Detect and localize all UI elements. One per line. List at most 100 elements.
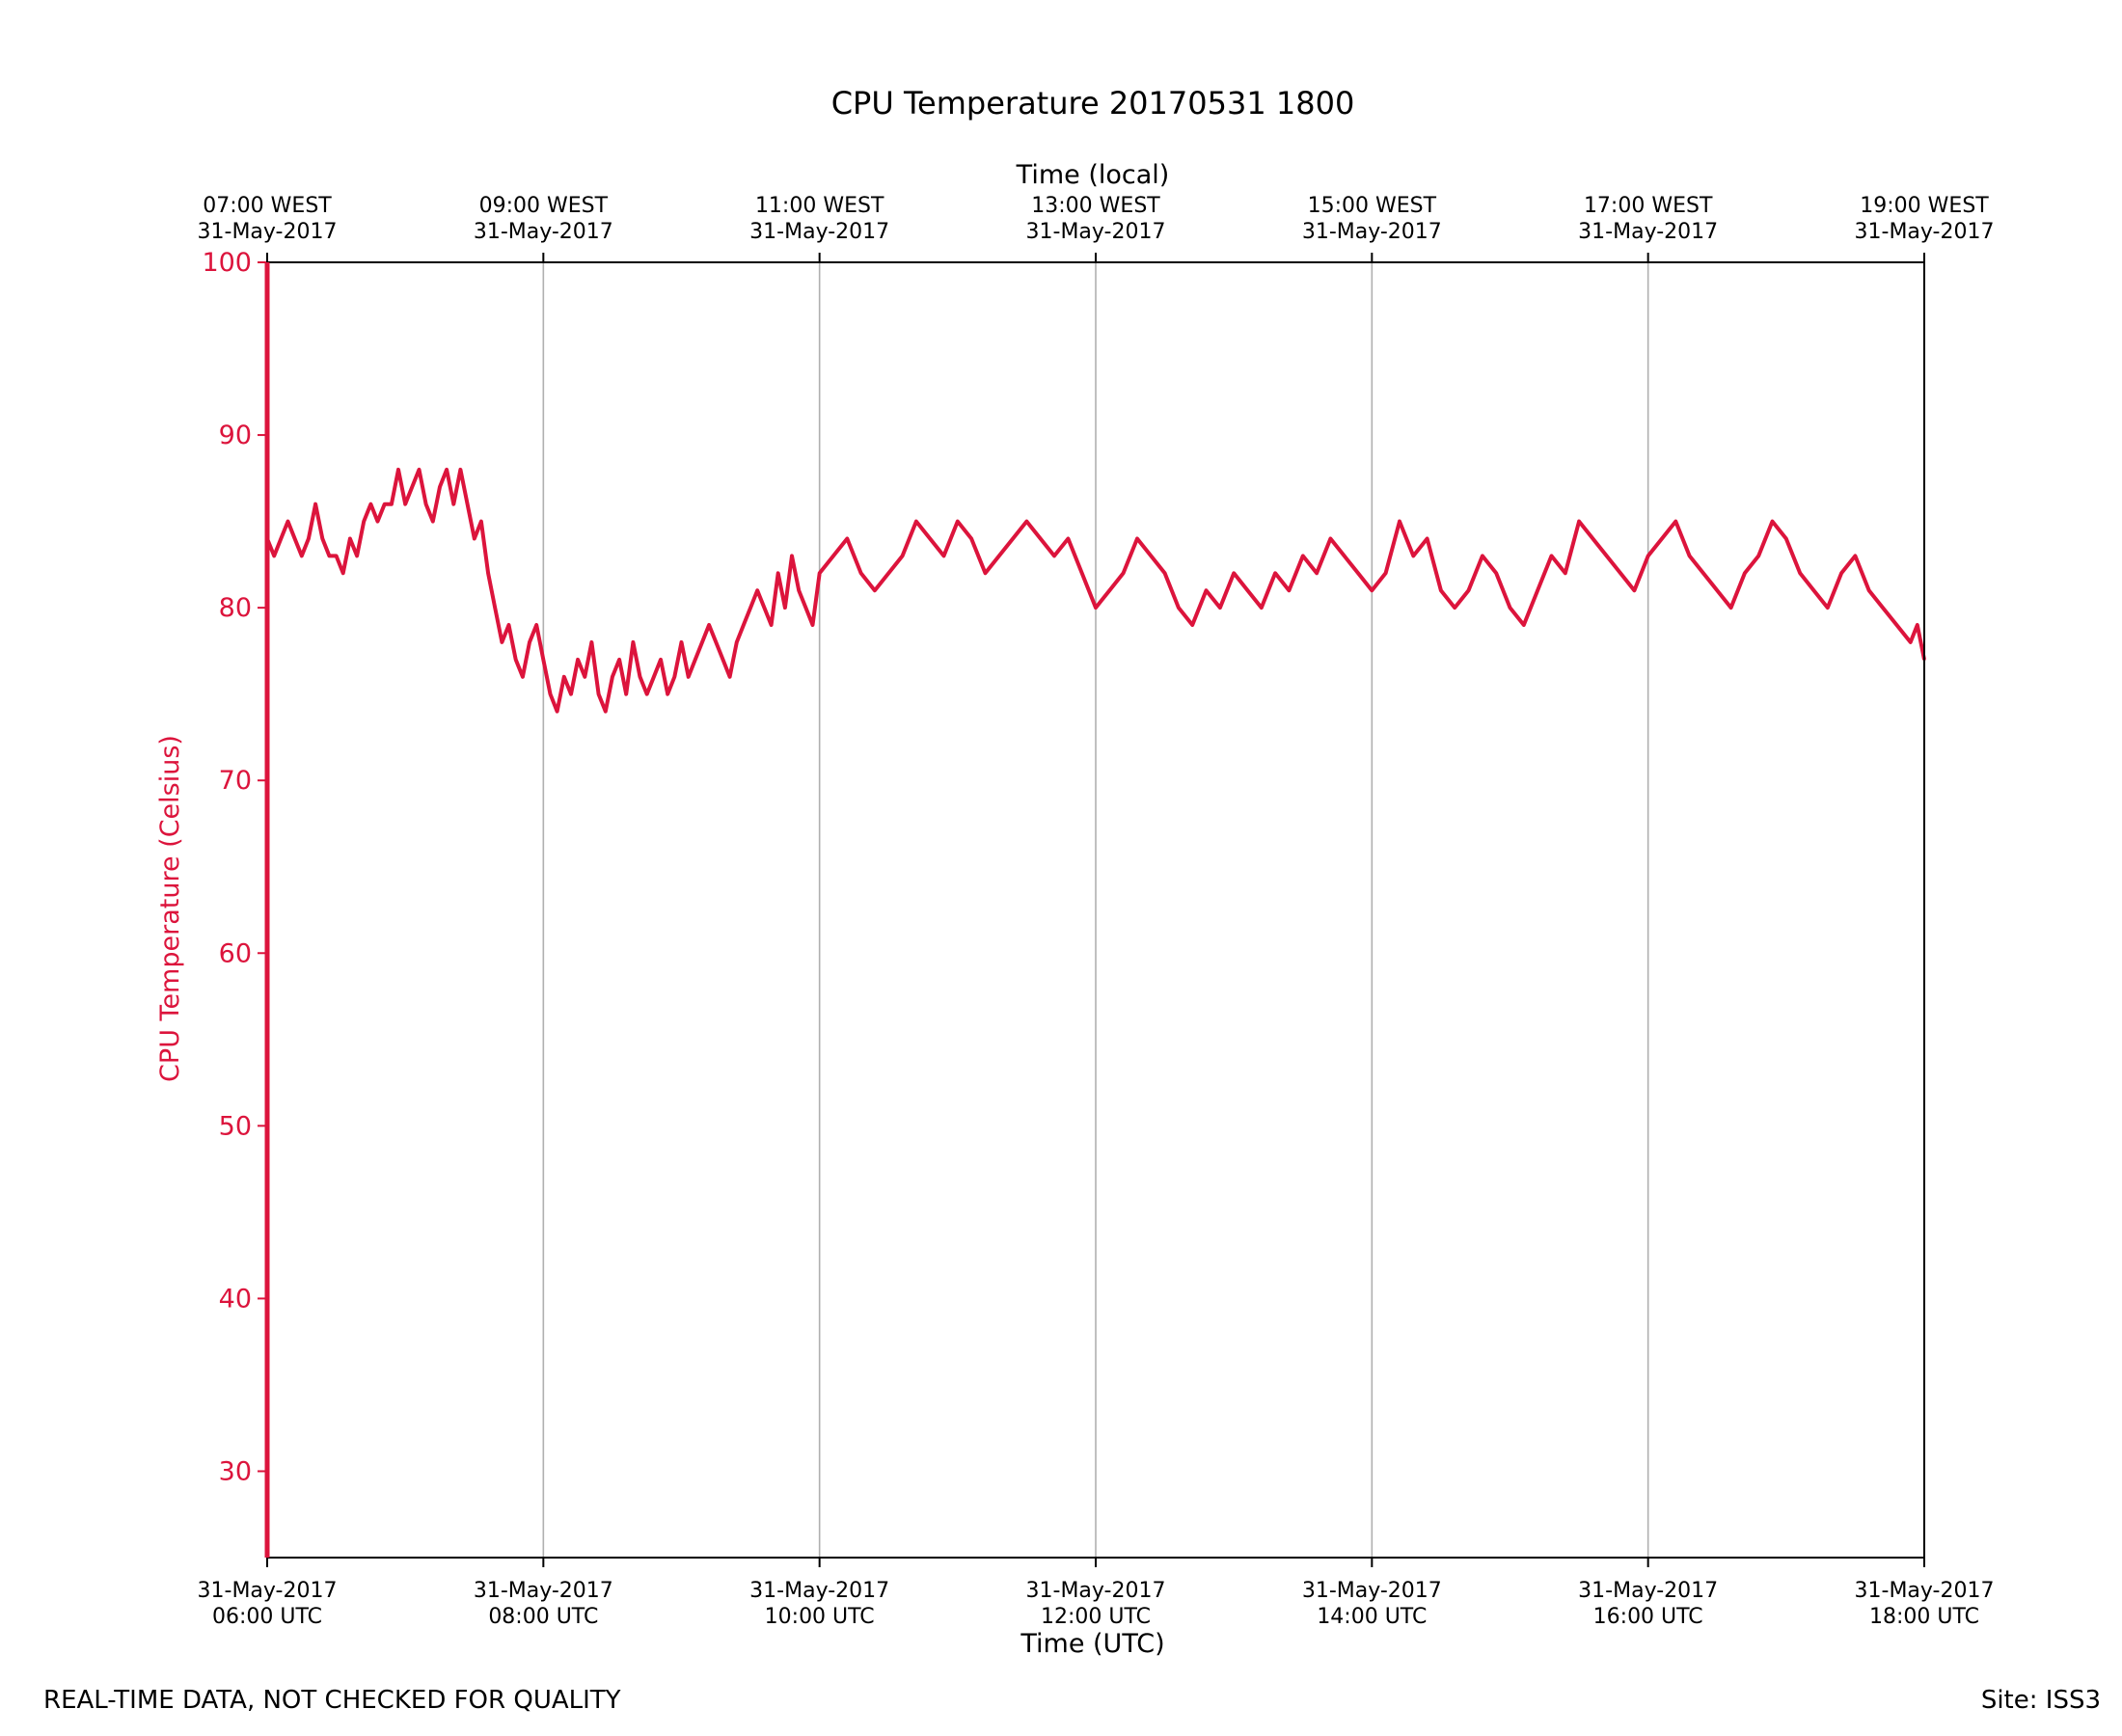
data-point	[969, 537, 973, 541]
data-point	[1673, 520, 1677, 524]
data-point	[1715, 588, 1719, 592]
data-point	[1605, 554, 1609, 557]
data-point	[1439, 588, 1443, 592]
x-axis-top-label: Time (local)	[1016, 160, 1170, 190]
data-point	[1549, 554, 1553, 557]
x-tick-label-top-date: 31-May-2017	[1578, 220, 1718, 244]
x-tick-label-top-date: 31-May-2017	[474, 220, 613, 244]
data-point	[803, 606, 807, 610]
data-point	[859, 571, 863, 575]
data-point	[1467, 588, 1471, 592]
data-point	[762, 606, 766, 610]
data-point	[617, 658, 621, 662]
data-point	[486, 571, 490, 575]
x-tick-label-bottom-date: 31-May-2017	[749, 1579, 889, 1603]
data-point	[1564, 571, 1567, 575]
data-point	[652, 675, 656, 679]
chart-title: CPU Temperature 20170531 1800	[831, 85, 1355, 122]
data-point	[576, 658, 580, 662]
data-point	[1646, 554, 1650, 557]
data-point	[541, 658, 545, 662]
data-point	[1784, 537, 1788, 541]
data-point	[562, 675, 566, 679]
data-point	[1536, 588, 1539, 592]
data-point	[528, 640, 531, 644]
data-point	[327, 554, 331, 557]
data-point	[1916, 623, 1919, 627]
data-point	[645, 692, 649, 696]
x-tick-label-bottom-time: 16:00 UTC	[1593, 1605, 1703, 1629]
data-point	[521, 675, 525, 679]
x-tick-label-bottom-time: 10:00 UTC	[765, 1605, 875, 1629]
data-point	[1853, 554, 1857, 557]
data-point	[831, 554, 835, 557]
data-point	[1632, 588, 1636, 592]
data-point	[1122, 571, 1126, 575]
data-point	[700, 640, 704, 644]
data-point	[1826, 606, 1830, 610]
data-point	[1771, 520, 1775, 524]
data-point	[845, 537, 849, 541]
x-tick-label-bottom-date: 31-May-2017	[1302, 1579, 1442, 1603]
data-point	[818, 571, 822, 575]
data-point	[348, 537, 352, 541]
data-point	[479, 520, 483, 524]
y-tick-label: 90	[219, 420, 252, 450]
data-point	[355, 554, 359, 557]
data-point	[1301, 554, 1305, 557]
data-point	[797, 588, 801, 592]
data-point	[783, 606, 787, 610]
x-tick-label-top-time: 15:00 WEST	[1308, 194, 1437, 218]
x-tick-label-bottom-time: 08:00 UTC	[488, 1605, 598, 1629]
data-point	[279, 537, 283, 541]
data-point	[631, 640, 635, 644]
data-point	[1177, 606, 1181, 610]
y-tick-label: 60	[219, 938, 252, 968]
data-point	[956, 520, 960, 524]
data-point	[307, 537, 311, 541]
data-point	[1024, 520, 1028, 524]
data-point	[556, 710, 559, 714]
x-tick-label-bottom-date: 31-May-2017	[474, 1579, 613, 1603]
data-point	[928, 537, 932, 541]
x-tick-label-bottom-time: 12:00 UTC	[1041, 1605, 1151, 1629]
data-point	[473, 537, 476, 541]
data-point	[1909, 640, 1913, 644]
data-point	[721, 658, 724, 662]
data-point	[1894, 623, 1898, 627]
x-tick-label-top-time: 07:00 WEST	[203, 194, 332, 218]
y-tick-label: 70	[219, 766, 252, 796]
data-point	[445, 468, 449, 472]
data-point	[458, 468, 462, 472]
series-line	[265, 467, 1926, 714]
data-point	[362, 520, 366, 524]
data-point	[300, 554, 304, 557]
data-point	[320, 537, 324, 541]
data-point	[1743, 571, 1747, 575]
data-point	[1370, 588, 1374, 592]
data-point	[604, 710, 608, 714]
data-point	[770, 623, 774, 627]
data-point	[1384, 571, 1388, 575]
data-point	[1839, 571, 1843, 575]
data-point	[728, 675, 732, 679]
data-point	[714, 640, 718, 644]
data-point	[694, 658, 697, 662]
data-point	[583, 675, 586, 679]
data-point	[1881, 606, 1885, 610]
data-point	[983, 571, 987, 575]
data-point	[1411, 554, 1415, 557]
data-point	[742, 623, 746, 627]
x-axis-bottom-label: Time (UTC)	[1020, 1629, 1164, 1659]
y-axis-label: CPU Temperature (Celsius)	[155, 735, 185, 1082]
data-point	[272, 554, 276, 557]
data-point	[451, 502, 455, 506]
data-point	[997, 554, 1001, 557]
data-point	[1619, 571, 1622, 575]
data-point	[1107, 588, 1111, 592]
x-tick-label-bottom-time: 14:00 UTC	[1317, 1605, 1427, 1629]
data-point	[659, 658, 663, 662]
data-point	[1577, 520, 1581, 524]
x-tick-label-top-date: 31-May-2017	[1026, 220, 1166, 244]
